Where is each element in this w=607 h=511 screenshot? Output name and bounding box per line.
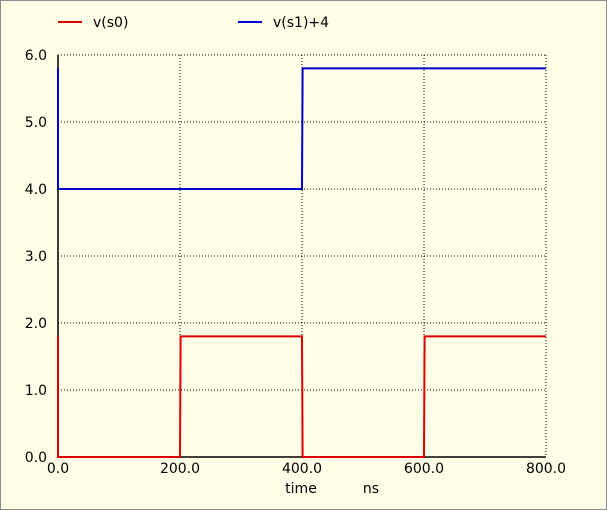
x-tick-label: 800.0 bbox=[526, 461, 566, 477]
x-tick-label: 600.0 bbox=[404, 461, 444, 477]
y-tick-label: 2.0 bbox=[25, 316, 47, 332]
y-tick-label: 3.0 bbox=[25, 249, 47, 265]
x-tick-label: 200.0 bbox=[160, 461, 200, 477]
x-tick-label: 400.0 bbox=[282, 461, 322, 477]
legend-label-v-s0: v(s0) bbox=[93, 15, 128, 31]
y-tick-label: 6.0 bbox=[25, 48, 47, 64]
x-axis-unit: ns bbox=[363, 481, 379, 497]
series-lines bbox=[57, 67, 546, 458]
x-tick-labels: 0.0 200.0 400.0 600.0 800.0 bbox=[47, 461, 566, 477]
series-line-0 bbox=[57, 335, 546, 458]
series-line-1 bbox=[57, 67, 546, 190]
y-tick-label: 5.0 bbox=[25, 115, 47, 131]
y-tick-label: 1.0 bbox=[25, 383, 47, 399]
y-tick-label: 4.0 bbox=[25, 182, 47, 198]
y-tick-label: 0.0 bbox=[25, 450, 47, 466]
legend: v(s0) v(s1)+4 bbox=[58, 15, 329, 31]
y-tick-labels: 0.0 1.0 2.0 3.0 4.0 5.0 6.0 bbox=[25, 48, 47, 466]
x-tick-label: 0.0 bbox=[47, 461, 69, 477]
x-axis-label: time bbox=[285, 481, 317, 497]
legend-label-v-s1: v(s1)+4 bbox=[273, 15, 329, 31]
